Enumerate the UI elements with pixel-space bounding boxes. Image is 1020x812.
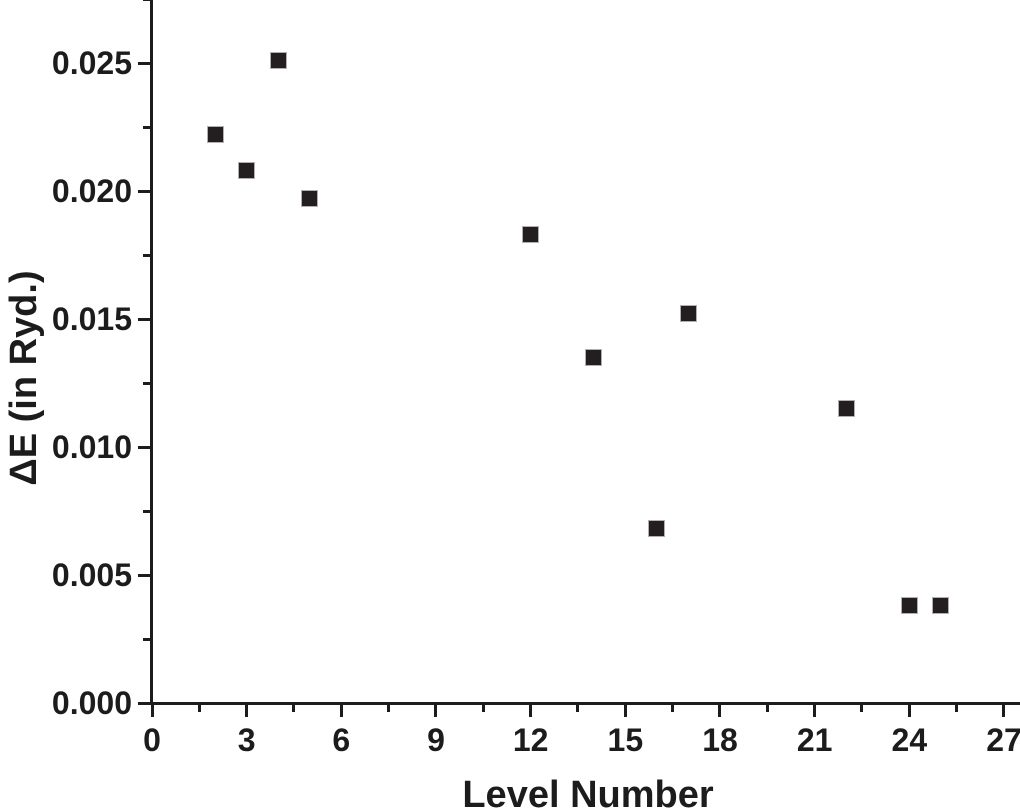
y-minor-tick [143,509,150,513]
data-point-marker [302,191,318,207]
x-major-tick [813,705,817,717]
x-axis-title: Level Number [462,774,714,812]
x-minor-tick [387,705,391,712]
x-tick-label: 6 [332,722,351,758]
x-major-tick [1002,705,1006,717]
y-minor-tick [143,381,150,385]
data-point-marker [239,163,255,179]
x-minor-tick [292,705,296,712]
y-tick-label: 0.005 [51,557,132,593]
x-tick-label: 3 [237,722,256,758]
x-major-tick [529,705,533,717]
y-axis-title: ΔE (in Ryd.) [3,270,45,486]
x-major-tick [150,705,154,717]
x-axis-spine [150,702,1020,705]
x-minor-tick [955,705,959,712]
x-major-tick [434,705,438,717]
x-minor-tick [576,705,580,712]
data-point-marker [586,349,602,365]
y-major-tick [138,445,150,449]
x-tick-label: 18 [702,722,738,758]
x-minor-tick [765,705,769,712]
y-tick-label: 0.010 [51,429,132,465]
data-point-marker [901,598,917,614]
y-major-tick [138,61,150,65]
x-major-tick [339,705,343,717]
x-tick-label: 15 [607,722,644,758]
x-minor-tick [481,705,485,712]
data-point-marker [207,127,223,143]
x-tick-label: 24 [891,722,928,758]
y-tick-label: 0.015 [51,301,132,337]
y-minor-tick [143,125,150,129]
data-point-marker [680,306,696,322]
y-minor-tick [143,253,150,257]
y-major-tick [138,317,150,321]
x-major-tick [623,705,627,717]
x-minor-tick [671,705,675,712]
x-tick-label: 12 [512,722,549,758]
y-minor-tick [143,0,150,1]
y-major-tick [138,573,150,577]
x-major-tick [245,705,249,717]
x-tick-label: 0 [143,722,161,758]
x-tick-label: 9 [427,722,445,758]
x-tick-label: 21 [796,722,833,758]
y-major-tick [138,701,150,705]
x-minor-tick [860,705,864,712]
y-minor-tick [143,637,150,641]
x-major-tick [907,705,911,717]
y-tick-label: 0.025 [51,45,132,81]
data-point-marker [270,52,286,68]
x-tick-label: 27 [986,722,1020,758]
y-tick-label: 0.000 [51,685,132,721]
data-point-marker [649,521,665,537]
y-major-tick [138,189,150,193]
y-axis-spine [150,0,153,705]
data-point-marker [933,598,949,614]
x-major-tick [718,705,722,717]
data-point-marker [523,227,539,243]
x-minor-tick [197,705,201,712]
data-point-marker [838,401,854,417]
y-tick-label: 0.020 [51,173,132,209]
